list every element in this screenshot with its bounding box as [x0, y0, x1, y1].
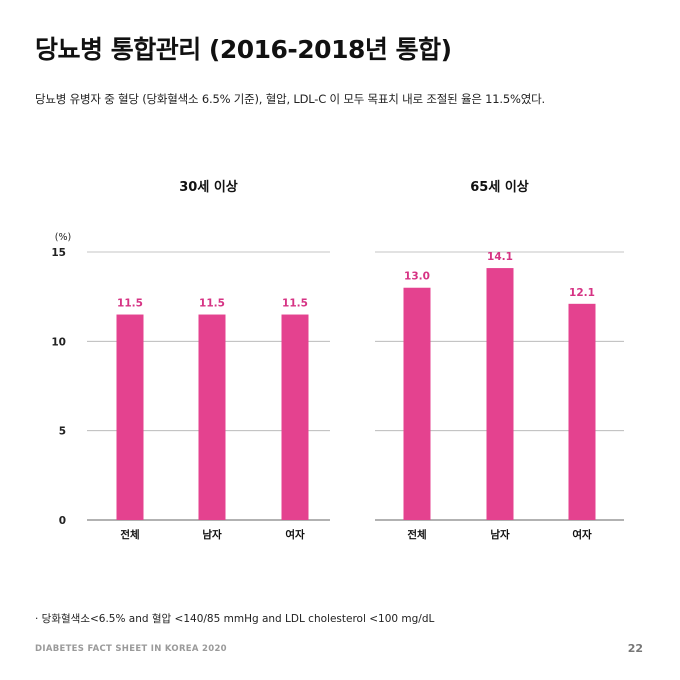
page-number: 22: [627, 642, 643, 655]
page-title: 당뇨병 통합관리 (2016-2018년 통합): [35, 35, 452, 64]
y-tick-label: 15: [51, 247, 66, 259]
data-label: 11.5: [199, 298, 225, 310]
chart-title: 65세 이상: [470, 179, 529, 195]
bar: [116, 314, 144, 520]
bar: [568, 303, 596, 520]
x-tick-label: 전체: [120, 528, 139, 541]
data-label: 11.5: [117, 298, 143, 310]
x-tick-label: 여자: [572, 528, 592, 541]
chart-title: 30세 이상: [179, 179, 238, 195]
data-label: 11.5: [282, 298, 308, 310]
y-tick-label: 0: [59, 515, 66, 527]
x-tick-label: 남자: [202, 528, 222, 541]
bar: [403, 287, 431, 520]
bar: [198, 314, 226, 520]
y-tick-label: 5: [59, 426, 66, 438]
y-axis-label: (%): [55, 232, 71, 243]
bar: [486, 268, 514, 520]
page-subtitle: 당뇨병 유병자 중 혈당 (당화혈색소 6.5% 기준), 혈압, LDL-C …: [35, 92, 545, 106]
data-label: 12.1: [569, 287, 595, 299]
x-tick-label: 여자: [285, 528, 305, 541]
y-tick-label: 10: [51, 336, 66, 348]
bar: [281, 314, 309, 520]
footer-text: DIABETES FACT SHEET IN KOREA 2020: [35, 644, 227, 654]
data-label: 13.0: [404, 271, 430, 283]
x-tick-label: 전체: [407, 528, 426, 541]
data-label: 14.1: [487, 251, 513, 263]
footnote: · 당화혈색소<6.5% and 혈압 <140/85 mmHg and LDL…: [35, 613, 435, 625]
x-tick-label: 남자: [490, 528, 510, 541]
